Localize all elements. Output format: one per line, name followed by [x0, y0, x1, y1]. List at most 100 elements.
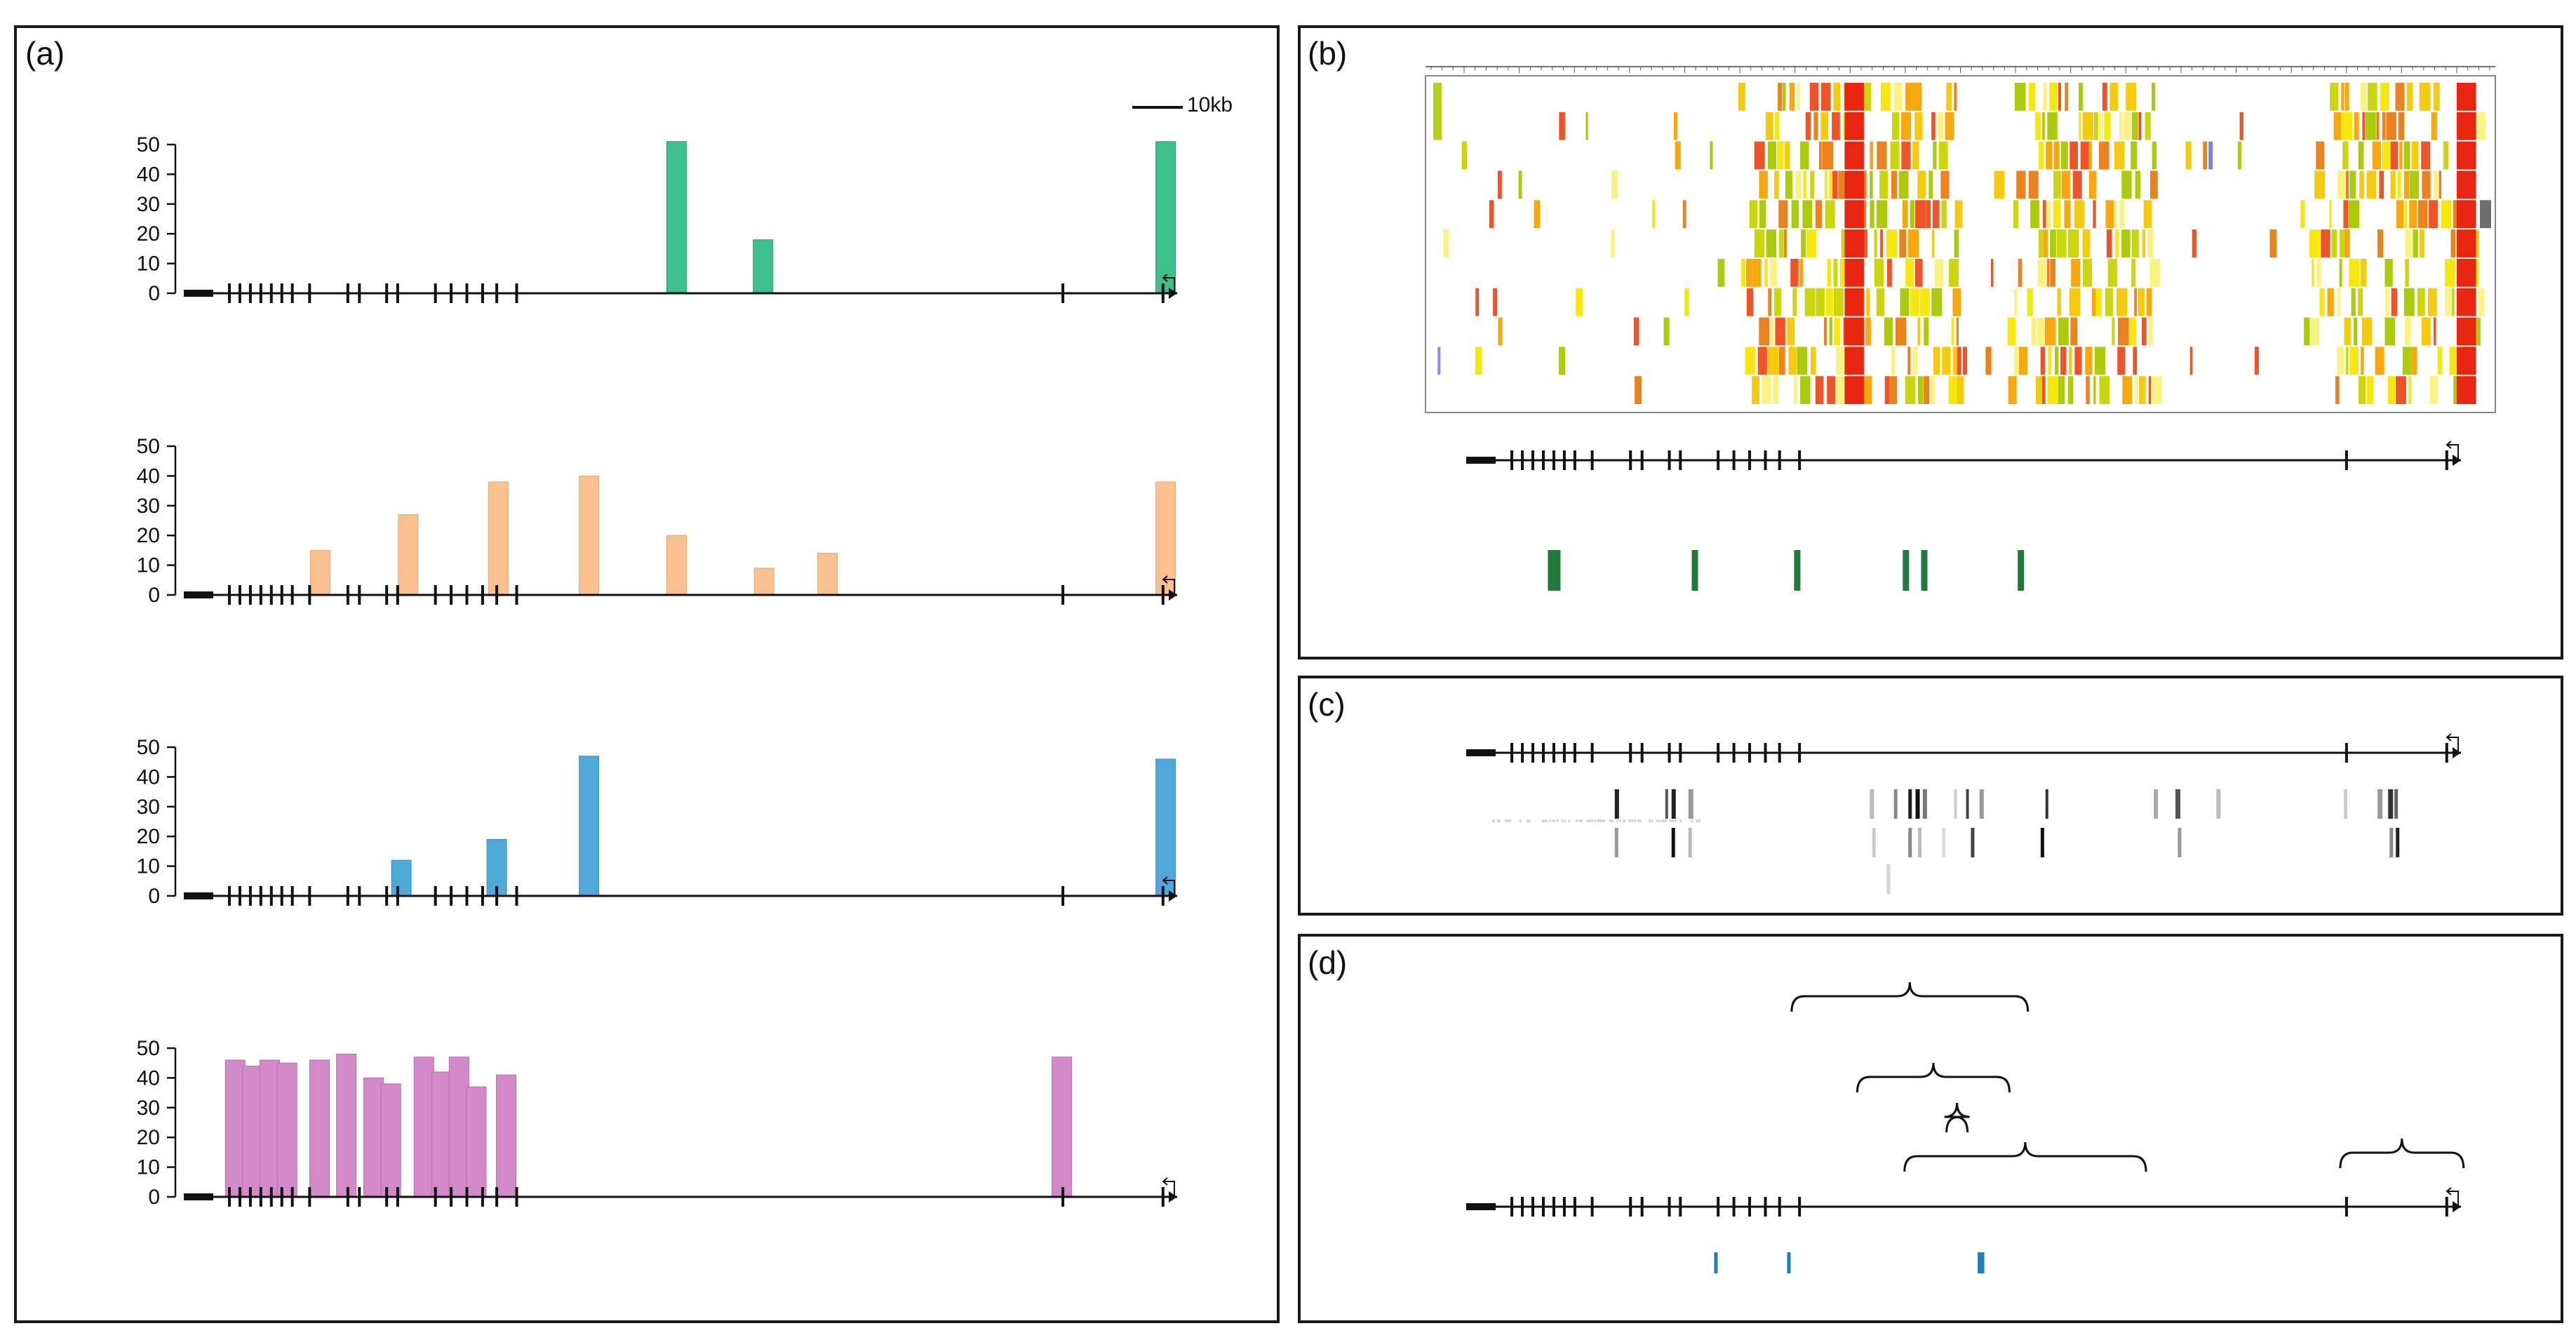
chromatin-state-cell: [2078, 83, 2084, 111]
chromatin-state-cell: [2050, 258, 2055, 287]
y-tick-label: 30: [137, 495, 160, 518]
chromatin-state-cell: [2456, 229, 2476, 257]
sp1-binding-peak: [2388, 789, 2394, 819]
chromatin-state-cell: [1815, 376, 1824, 404]
chromatin-state-cell: [2061, 170, 2070, 199]
chromatin-state-cell: [1870, 141, 1874, 170]
chromatin-state-cell: [2399, 141, 2403, 170]
binding-background: [1698, 819, 1701, 822]
binding-background: [1609, 819, 1611, 822]
chromatin-state-cell: [1933, 347, 1940, 375]
chromatin-state-cell: [1651, 200, 1656, 229]
tss-arrow-icon: [1162, 575, 1175, 595]
chromatin-state-cell: [2342, 141, 2349, 170]
binding-background: [1561, 819, 1564, 822]
chromatin-state-cell: [2091, 288, 2096, 316]
chromatin-state-cell: [1779, 229, 1784, 257]
tss-arrow-icon: [2446, 1187, 2459, 1207]
chromatin-state-cell: [1957, 347, 1961, 375]
chromatin-state-cell: [1910, 200, 1914, 229]
chromatin-state-cell: [1754, 229, 1765, 257]
chromatin-state-cell: [2074, 200, 2084, 229]
chromatin-state-cell: [2404, 200, 2408, 229]
chromatin-state-cell: [2254, 347, 2259, 375]
chromatin-state-cell: [2037, 317, 2045, 346]
histone-bar: [276, 1062, 297, 1198]
chromatin-state-cell: [1832, 112, 1840, 140]
chromatin-state-cell: [1778, 83, 1783, 111]
chromatin-state-cell: [2316, 258, 2321, 287]
chromatin-state-cell: [2043, 83, 2047, 111]
chromatin-state-cell: [2396, 376, 2406, 404]
binding-background: [1578, 819, 1581, 822]
histone-track-h3k4me3: 0 10 20 30 40 50: [137, 133, 1177, 305]
chromatin-state-cell: [1576, 288, 1583, 316]
chromatin-state-cell: [2088, 141, 2092, 170]
chromatin-state-cell: [1844, 258, 1864, 287]
chromatin-state-cell: [2082, 112, 2094, 140]
chromatin-state-cell: [1816, 288, 1825, 316]
chromatin-state-cell: [2080, 141, 2089, 170]
chromatin-state-cell: [1810, 170, 1815, 199]
histone-bar: [753, 239, 774, 294]
foxa1-binding-peak: [1688, 828, 1692, 857]
panel-b-label: (b): [1308, 35, 1347, 72]
chromatin-state-cell: [2131, 229, 2139, 257]
chromatin-state-cell: [2434, 170, 2438, 199]
chromatin-state-cell: [1838, 170, 1846, 199]
chromatin-state-cell: [1919, 288, 1930, 316]
chromatin-state-cell: [1791, 200, 1799, 229]
chromatin-state-cell: [1844, 83, 1864, 111]
histone-bar: [309, 1059, 330, 1198]
chromatin-state-cell: [2060, 347, 2067, 375]
chromatin-state-cell: [1902, 200, 1908, 229]
chromatin-state-cell: [2431, 112, 2437, 140]
hnf1a-binding-peak: [1886, 864, 1891, 894]
chromatin-state-cell: [2413, 229, 2418, 257]
chromatin-state-cell: [2074, 347, 2082, 375]
chromatin-state-cell: [2411, 141, 2419, 170]
tss-arrow-icon: [1162, 1177, 1175, 1197]
chromatin-state-cell: [2443, 141, 2449, 170]
tss-arrow-icon: [1162, 274, 1175, 293]
chromatin-state-cell: [2046, 141, 2053, 170]
chromatin-state-cell: [2475, 229, 2479, 257]
histone-bar: [753, 568, 774, 596]
chromatin-state-cell: [1890, 141, 1900, 170]
chromatin-state-cell: [2309, 229, 2321, 257]
histone-bar: [309, 549, 330, 596]
chromatin-state-cell: [1865, 317, 1871, 346]
gene-utr-block: [184, 1193, 213, 1200]
foxa1-binding-peak: [2040, 828, 2044, 857]
chromatin-state-cell: [2028, 83, 2035, 111]
binding-background: [1591, 819, 1594, 822]
chromatin-state-cell: [1827, 258, 1832, 287]
chromatin-state-cell: [1825, 288, 1833, 316]
chromatin-state-cell: [1895, 317, 1907, 346]
histone-bar: [363, 1077, 384, 1198]
panel-c-border: [1298, 676, 2563, 916]
histone-track-h3k27ac: 0 10 20 30 40 50: [137, 435, 1177, 607]
histone-bar: [666, 141, 687, 294]
binding-background: [1690, 819, 1693, 822]
foxa1-binding-peak: [1614, 828, 1618, 857]
sp1-binding-peak: [1893, 789, 1898, 819]
chromatin-state-cell: [2360, 258, 2367, 287]
chromatin-state-cell: [1801, 229, 1806, 257]
chromatin-state-cell: [2387, 376, 2396, 404]
panel-d-border: [1298, 934, 2563, 1323]
chromatin-state-cell: [1951, 317, 1954, 346]
binding-background: [1498, 819, 1501, 822]
binding-background: [1649, 819, 1651, 822]
chromatin-state-cell: [1994, 170, 2005, 199]
strand-arrow-icon: [1169, 1191, 1177, 1202]
binding-background: [1664, 819, 1667, 822]
sp1-binding-peak: [2344, 789, 2348, 819]
chromatin-state-cell: [2384, 317, 2396, 346]
chromatin-state-cell: [1768, 288, 1771, 316]
chromatin-state-cell: [2376, 112, 2380, 140]
binding-background: [1587, 819, 1590, 822]
chromatin-state-cell: [1844, 170, 1864, 199]
chromatin-state-cell: [2042, 112, 2045, 140]
binding-background: [1493, 819, 1496, 822]
